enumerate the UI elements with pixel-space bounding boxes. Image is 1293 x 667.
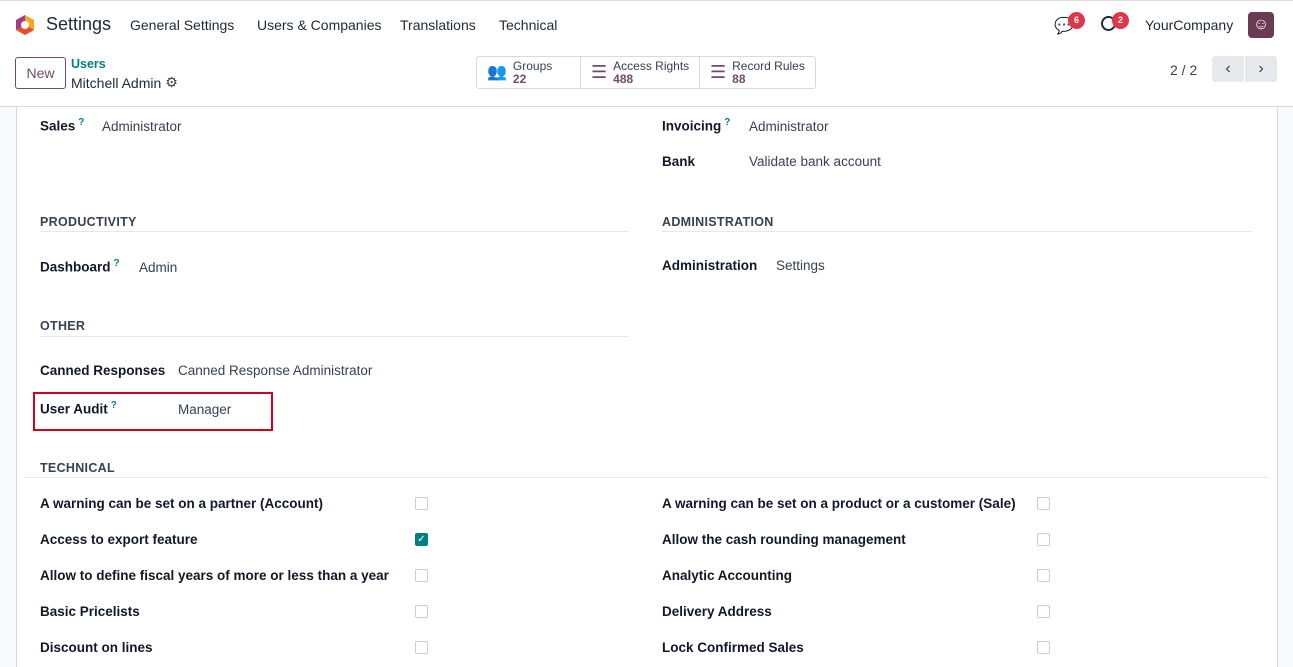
technical-option-checkbox[interactable]	[415, 497, 428, 510]
company-switcher[interactable]: YourCompany	[1145, 17, 1234, 33]
user-audit-field[interactable]: Manager	[178, 401, 232, 417]
pager-previous-button[interactable]: ‹	[1212, 56, 1244, 82]
administration-row: Administration Settings	[662, 258, 825, 273]
technical-option-label: A warning can be set on a partner (Accou…	[40, 496, 324, 511]
technical-option-label: Discount on lines	[40, 640, 153, 655]
user-avatar[interactable]: ☺	[1248, 12, 1274, 38]
bank-row: Bank Validate bank account	[662, 154, 881, 169]
app-title[interactable]: Settings	[46, 14, 112, 34]
technical-option-row: Basic Pricelists	[40, 604, 428, 619]
gear-icon[interactable]: ⚙	[165, 74, 178, 90]
new-button[interactable]: New	[15, 57, 66, 89]
technical-section: TECHNICAL	[40, 461, 115, 475]
technical-option-row: Discount on lines	[40, 640, 428, 655]
technical-option-checkbox[interactable]	[1037, 569, 1050, 582]
canned-responses-field[interactable]: Canned Response Administrator	[178, 363, 373, 378]
technical-option-checkbox[interactable]	[415, 605, 428, 618]
technical-option-label: Allow to define fiscal years of more or …	[40, 568, 389, 583]
messages-badge: 6	[1068, 12, 1085, 29]
menu-users-companies[interactable]: Users & Companies	[257, 17, 382, 33]
administration-field[interactable]: Settings	[776, 258, 825, 273]
stat-label: Access Rights	[613, 58, 690, 73]
list-icon: ☰	[591, 62, 608, 82]
stat-value: 488	[613, 71, 634, 86]
user-audit-label: User Audit?	[40, 400, 117, 417]
activities-badge: 2	[1112, 12, 1129, 29]
user-audit-row: User Audit? Manager	[40, 400, 231, 417]
technical-option-row: Allow the cash rounding management	[662, 532, 1050, 547]
form-sheet	[16, 107, 1278, 667]
technical-option-row: Analytic Accounting	[662, 568, 1050, 583]
dashboard-field[interactable]: Admin	[139, 259, 178, 275]
menu-technical[interactable]: Technical	[499, 17, 558, 33]
record-rules-stat-button[interactable]: ☰ Record Rules 88	[699, 56, 816, 89]
technical-option-label: A warning can be set on a product or a c…	[662, 496, 1016, 511]
technical-option-checkbox[interactable]	[415, 641, 428, 654]
dashboard-row: Dashboard? Admin	[40, 258, 177, 275]
dashboard-label: Dashboard?	[40, 258, 120, 275]
groups-stat-button[interactable]: 👥 Groups 22	[476, 56, 581, 89]
administration-section: ADMINISTRATION	[662, 215, 774, 229]
bank-field[interactable]: Validate bank account	[749, 154, 881, 169]
menu-translations[interactable]: Translations	[400, 17, 476, 33]
stat-value: 22	[512, 71, 527, 86]
sales-field[interactable]: Administrator	[102, 118, 182, 134]
stat-label: Groups	[512, 58, 553, 73]
technical-option-checkbox[interactable]	[1037, 605, 1050, 618]
invoicing-field[interactable]: Administrator	[749, 118, 829, 134]
access-rights-stat-button[interactable]: ☰ Access Rights 488	[580, 56, 700, 89]
sales-label: Sales?	[40, 117, 85, 134]
technical-option-row: A warning can be set on a product or a c…	[662, 496, 1050, 511]
technical-option-label: Lock Confirmed Sales	[662, 640, 804, 655]
record-title: Mitchell Admin ⚙	[71, 74, 178, 91]
technical-option-row: Delivery Address	[662, 604, 1050, 619]
menu-general-settings[interactable]: General Settings	[130, 17, 235, 33]
technical-option-row: A warning can be set on a partner (Accou…	[40, 496, 428, 511]
administration-label: Administration	[662, 258, 758, 273]
invoicing-label: Invoicing?	[662, 117, 731, 134]
invoicing-row: Invoicing? Administrator	[662, 117, 829, 134]
pager-next-button[interactable]: ›	[1245, 56, 1277, 82]
breadcrumb-users[interactable]: Users	[71, 57, 106, 71]
users-icon: 👥	[487, 64, 507, 81]
pager-value[interactable]: 2 / 2	[1170, 62, 1198, 78]
other-section: OTHER	[40, 319, 86, 333]
stat-label: Record Rules	[732, 58, 805, 73]
technical-option-row: Access to export feature ✓	[40, 532, 428, 547]
canned-responses-label: Canned Responses	[40, 363, 166, 378]
technical-option-label: Allow the cash rounding management	[662, 532, 906, 547]
technical-option-row: Allow to define fiscal years of more or …	[40, 568, 428, 583]
technical-option-checkbox[interactable]: ✓	[415, 533, 428, 546]
canned-responses-row: Canned Responses Canned Response Adminis…	[40, 363, 372, 378]
odoo-logo-icon[interactable]	[14, 14, 36, 36]
highlight-box	[33, 392, 273, 431]
record-name: Mitchell Admin	[71, 74, 162, 91]
list-icon: ☰	[710, 62, 727, 82]
technical-option-label: Delivery Address	[662, 604, 772, 619]
technical-option-checkbox[interactable]	[1037, 641, 1050, 654]
productivity-section: PRODUCTIVITY	[40, 215, 137, 229]
technical-option-label: Access to export feature	[40, 532, 198, 547]
bank-label: Bank	[662, 154, 696, 169]
technical-option-checkbox[interactable]	[1037, 533, 1050, 546]
technical-option-label: Basic Pricelists	[40, 604, 140, 619]
technical-option-checkbox[interactable]	[1037, 497, 1050, 510]
stat-value: 88	[732, 71, 746, 86]
sales-row: Sales? Administrator	[40, 117, 182, 134]
technical-option-checkbox[interactable]	[415, 569, 428, 582]
technical-option-row: Lock Confirmed Sales	[662, 640, 1050, 655]
technical-option-label: Analytic Accounting	[662, 568, 793, 583]
